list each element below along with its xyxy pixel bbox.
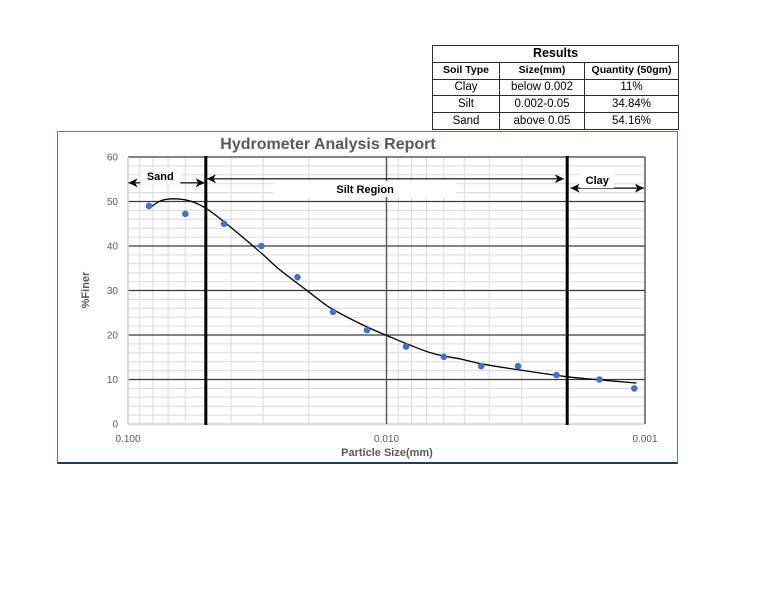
y-axis-ticks: 0 10 20 30 40 50 60 [107, 153, 119, 431]
region-label: Sand [147, 171, 174, 183]
y-tick-label: 40 [107, 242, 119, 253]
column-header-size: Size(mm) [499, 61, 585, 80]
y-tick-label: 20 [107, 331, 119, 342]
data-point [182, 210, 189, 218]
size-cell: above 0.05 [499, 112, 585, 130]
column-header-quantity: Quantity (50gm) [583, 61, 680, 80]
label-box [140, 168, 181, 185]
data-point [596, 376, 603, 383]
quantity-cell: 54.16% [583, 112, 680, 130]
data-point [145, 202, 153, 210]
y-tick-label: 10 [107, 375, 119, 386]
data-point [258, 242, 265, 250]
data-point [402, 343, 410, 350]
region-label: Clay [586, 175, 610, 187]
data-point [514, 362, 522, 370]
region-label: Silt Region [336, 184, 394, 196]
x-tick-label: 0.010 [374, 434, 399, 445]
data-point [294, 273, 301, 281]
y-axis-title: %Finer [80, 271, 92, 308]
label-box [273, 181, 457, 198]
trendline [147, 198, 637, 384]
y-tick-label: 0 [112, 420, 118, 431]
data-point [440, 353, 448, 361]
soil-type-cell: Clay [432, 78, 500, 97]
region-boundary-lines [204, 156, 569, 425]
region-annotations: Sand Silt Region Clay [128, 168, 644, 198]
size-cell: 0.002-0.05 [499, 95, 585, 114]
quantity-cell: 11% [583, 78, 680, 97]
column-header-soil-type: Soil Type [432, 61, 500, 80]
data-point [631, 385, 638, 392]
x-tick-label: 0.001 [632, 434, 657, 445]
x-tick-label: 0.100 [115, 434, 140, 445]
quantity-cell: 34.84% [583, 95, 680, 114]
table-row: Clay below 0.002 11% [432, 78, 680, 97]
y-tick-label: 30 [107, 286, 119, 297]
chart-title: Hydrometer Analysis Report [220, 136, 436, 153]
soil-type-cell: Silt [432, 95, 500, 114]
x-axis-ticks: 0.100 0.010 0.001 [115, 434, 657, 445]
data-points [145, 202, 638, 392]
size-cell: below 0.002 [499, 78, 585, 97]
data-point [329, 308, 337, 316]
table-row: Silt 0.002-0.05 34.84% [432, 95, 680, 114]
soil-type-cell: Sand [432, 112, 500, 130]
y-tick-label: 60 [107, 153, 119, 164]
data-point [363, 326, 371, 334]
x-axis-title: Particle Size(mm) [341, 447, 433, 459]
label-box [580, 172, 615, 189]
y-tick-label: 50 [107, 197, 119, 208]
data-point [220, 220, 228, 228]
data-point [553, 371, 560, 379]
results-title: Results [431, 45, 680, 63]
data-point [477, 362, 485, 370]
table-row: Sand above 0.05 54.16% [432, 112, 680, 130]
results-table: Results Soil Type Size(mm) Quantity (50g… [431, 45, 680, 130]
